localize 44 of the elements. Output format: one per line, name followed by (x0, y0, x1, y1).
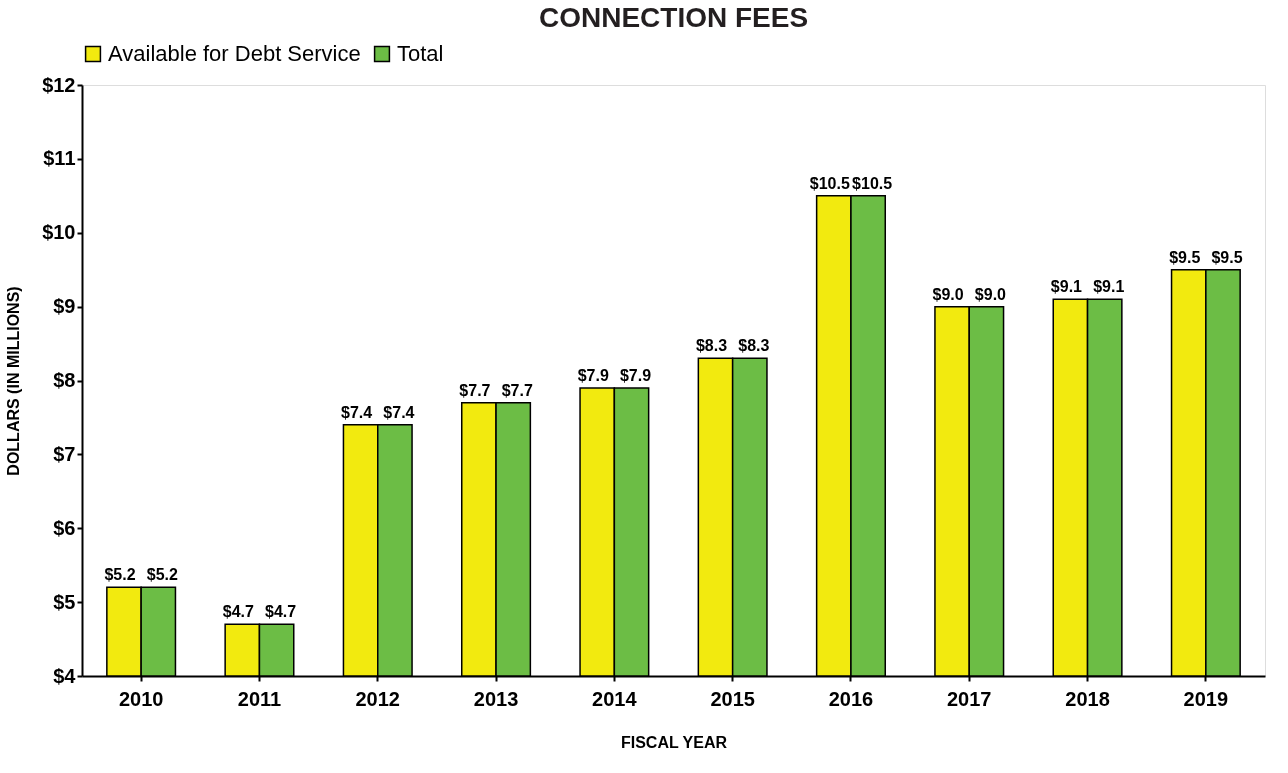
y-tick-label: $5 (53, 590, 76, 613)
y-axis-title: DOLLARS (IN MILLIONS) (5, 286, 23, 476)
data-label: $7.4 (383, 403, 415, 421)
data-label: $9.0 (974, 285, 1007, 303)
x-tick-label: 2015 (710, 687, 755, 710)
x-tick-label: 2016 (828, 687, 874, 710)
data-label: $7.7 (501, 381, 533, 399)
data-label: $10.5 (809, 174, 850, 192)
data-label: $7.9 (619, 366, 652, 384)
data-label: $9.0 (932, 285, 964, 303)
x-tick-label: 2011 (237, 687, 282, 710)
legend-label: Total (397, 41, 444, 66)
data-label: $5.2 (146, 566, 178, 584)
legend-label: Available for Debt Service (108, 41, 361, 66)
x-tick-label: 2010 (118, 687, 164, 710)
y-tick-label: $4 (53, 664, 77, 687)
x-axis-title: FISCAL YEAR (620, 733, 728, 751)
data-label: $9.5 (1169, 248, 1201, 266)
data-label: $9.5 (1211, 248, 1243, 266)
x-tick-label: 2017 (947, 687, 992, 710)
data-label: $9.1 (1050, 278, 1083, 296)
x-tick-label: 2018 (1065, 687, 1110, 710)
x-tick-label: 2014 (592, 687, 638, 710)
y-tick-label: $6 (53, 516, 76, 539)
data-label: $5.2 (104, 566, 136, 584)
data-label: $7.7 (459, 381, 491, 399)
chart-title: CONNECTION FEES (538, 2, 809, 33)
data-label: $8.3 (738, 337, 770, 355)
data-label: $4.7 (222, 603, 254, 621)
data-label: $4.7 (265, 603, 297, 621)
y-tick-label: $8 (53, 369, 76, 391)
x-tick-label: 2012 (355, 687, 400, 710)
data-label: $7.4 (341, 403, 373, 421)
data-label: $10.5 (852, 174, 893, 192)
y-tick-label: $12 (42, 73, 76, 96)
data-label: $8.3 (695, 337, 728, 355)
x-tick-label: 2019 (1183, 687, 1229, 710)
data-label: $9.1 (1093, 278, 1125, 296)
y-tick-label: $9 (53, 295, 76, 318)
y-tick-label: $11 (43, 147, 76, 170)
x-tick-label: 2013 (473, 687, 519, 710)
data-label: $7.9 (577, 366, 609, 384)
y-tick-label: $10 (42, 221, 76, 244)
y-tick-label: $7 (53, 442, 76, 465)
